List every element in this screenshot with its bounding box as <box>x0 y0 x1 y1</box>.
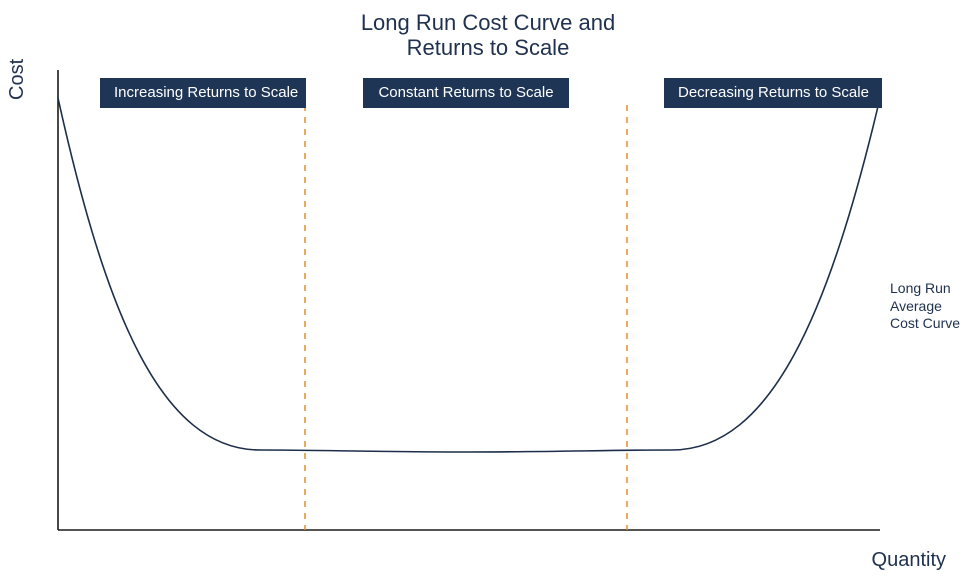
region-label-inc: Increasing Returns to Scale <box>100 78 306 108</box>
y-axis-label: Cost <box>6 59 29 100</box>
chart-stage: Long Run Cost Curve and Returns to Scale… <box>0 0 976 582</box>
curve-label: Long Run Average Cost Curve <box>890 280 970 333</box>
region-label-dec: Decreasing Returns to Scale <box>664 78 882 108</box>
curve-label-text: Long Run Average Cost Curve <box>890 280 960 331</box>
x-axis-label: Quantity <box>872 549 946 572</box>
region-label-con: Constant Returns to Scale <box>363 78 569 108</box>
